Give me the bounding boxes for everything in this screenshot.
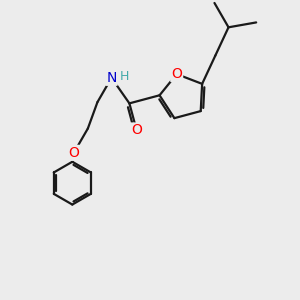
Text: O: O	[131, 124, 142, 137]
Text: O: O	[171, 67, 182, 81]
Text: N: N	[106, 71, 117, 85]
Text: O: O	[68, 146, 79, 160]
Text: H: H	[119, 70, 129, 83]
